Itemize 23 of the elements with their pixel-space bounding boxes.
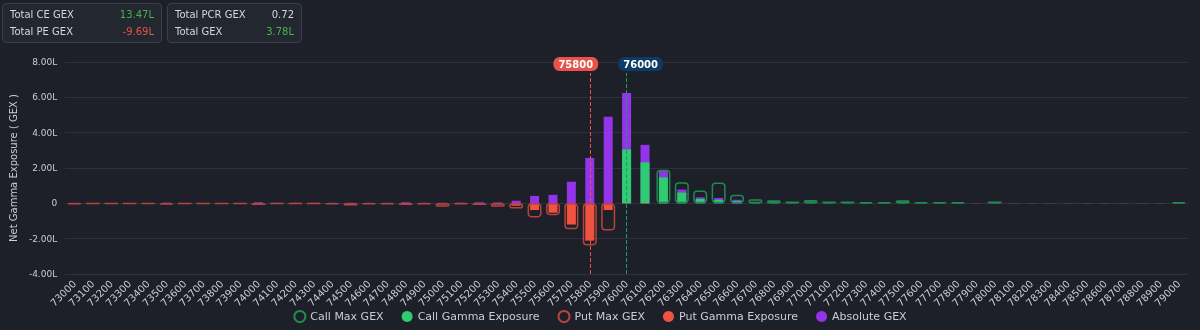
- y-axis-title: Net Gamma Exposure ( GEX ): [7, 93, 19, 242]
- y-tick-label: 4.00L: [32, 127, 58, 138]
- text: 13.47L: [119, 8, 154, 22]
- y-tick-label: 6.00L: [32, 92, 58, 103]
- y-tick-label: -2.00L: [28, 233, 58, 244]
- y-tick-label: -4.00L: [28, 269, 58, 279]
- text: 3.78L: [266, 25, 294, 39]
- text: 0.72: [271, 8, 294, 22]
- y-tick-label: 0: [51, 198, 58, 209]
- y-tick-label: 2.00L: [32, 163, 58, 173]
- ref-line-label: 76000: [623, 58, 659, 70]
- ref-line-label: 75800: [558, 58, 594, 70]
- text: Total GEX: [175, 25, 223, 39]
- text: Total PCR GEX: [175, 8, 246, 22]
- legend-label: Call Max GEX: [310, 310, 385, 323]
- legend-label: Absolute GEX: [832, 310, 908, 323]
- text: Total PE GEX: [10, 25, 73, 39]
- text: -9.69L: [122, 25, 154, 39]
- legend-label: Put Max GEX: [574, 310, 646, 323]
- legend-label: Put Gamma Exposure: [678, 310, 799, 323]
- legend-label: Call Gamma Exposure: [417, 310, 540, 323]
- y-tick-label: 8.00L: [32, 57, 58, 67]
- text: Total CE GEX: [10, 8, 74, 22]
